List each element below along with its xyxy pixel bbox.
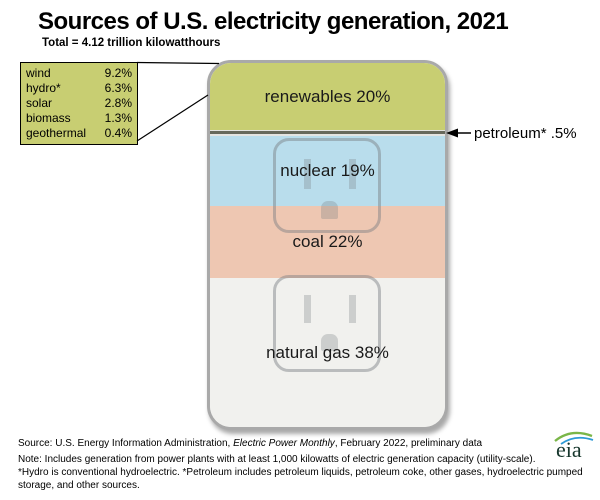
segment-natural-gas: natural gas 38% (210, 278, 445, 427)
segment-renewables: renewables 20% (210, 63, 445, 130)
legend-label: wind (26, 66, 51, 80)
source-line: Source: U.S. Energy Information Administ… (18, 437, 596, 450)
legend-label: geothermal (26, 126, 87, 140)
segment-label-coal: coal 22% (292, 232, 363, 251)
legend-value: 0.4% (104, 126, 132, 140)
page-title: Sources of U.S. electricity generation, … (38, 8, 509, 35)
legend-value: 2.8% (104, 96, 132, 110)
renewables-breakdown-legend: wind 9.2% hydro* 6.3% solar 2.8% biomass… (20, 62, 138, 145)
legend-row-wind: wind 9.2% (26, 66, 132, 81)
socket-slot-icon (349, 159, 356, 189)
legend-row-solar: solar 2.8% (26, 96, 132, 111)
source-prefix: Source: U.S. Energy Information Administ… (18, 438, 234, 449)
segment-label-renewables: renewables 20% (264, 86, 391, 106)
legend-row-biomass: biomass 1.3% (26, 111, 132, 126)
eia-logo: eia (554, 431, 594, 461)
outlet-socket-bottom-icon (273, 275, 381, 372)
socket-slot-icon (349, 295, 356, 323)
chart-subtitle-total: Total = 4.12 trillion kilowatthours (42, 37, 221, 49)
legend-value: 6.3% (104, 81, 132, 95)
legend-connector-line-bottom (136, 94, 209, 142)
segment-coal: coal 22% (210, 206, 445, 278)
segment-petroleum (210, 130, 445, 136)
outlet-socket-top-icon (273, 138, 381, 233)
legend-label: biomass (26, 111, 71, 125)
segment-label-nuclear: nuclear 19% (280, 161, 375, 180)
source-suffix: , February 2022, preliminary data (334, 438, 483, 449)
socket-ground-hole-icon (321, 201, 338, 219)
socket-ground-hole-icon (321, 334, 338, 351)
note-line-1: Note: Includes generation from power pla… (18, 454, 536, 465)
segment-label-natural-gas: natural gas 38% (266, 342, 389, 362)
petroleum-callout-label: petroleum* .5% (474, 125, 577, 142)
socket-slot-icon (304, 295, 311, 323)
eia-logo-text: eia (556, 437, 582, 461)
legend-label: solar (26, 96, 53, 110)
legend-row-geothermal: geothermal 0.4% (26, 126, 132, 141)
legend-label: hydro* (26, 81, 61, 95)
legend-value: 1.3% (104, 111, 132, 125)
eia-logo-blue-swoosh-icon (560, 436, 594, 445)
eia-logo-green-swoosh-icon (554, 431, 593, 442)
legend-row-hydro: hydro* 6.3% (26, 81, 132, 96)
outlet-plate-chart: renewables 20% nuclear 19% coal 22% natu… (207, 60, 448, 430)
segment-nuclear: nuclear 19% (210, 136, 445, 206)
source-publication: Electric Power Monthly (233, 438, 335, 449)
legend-connector-line-top (136, 61, 220, 65)
footer-notes: Source: U.S. Energy Information Administ… (18, 437, 596, 492)
legend-value: 9.2% (104, 66, 132, 80)
socket-slot-icon (304, 159, 311, 189)
note-line-2: *Hydro is conventional hydroelectric. *P… (18, 467, 583, 491)
